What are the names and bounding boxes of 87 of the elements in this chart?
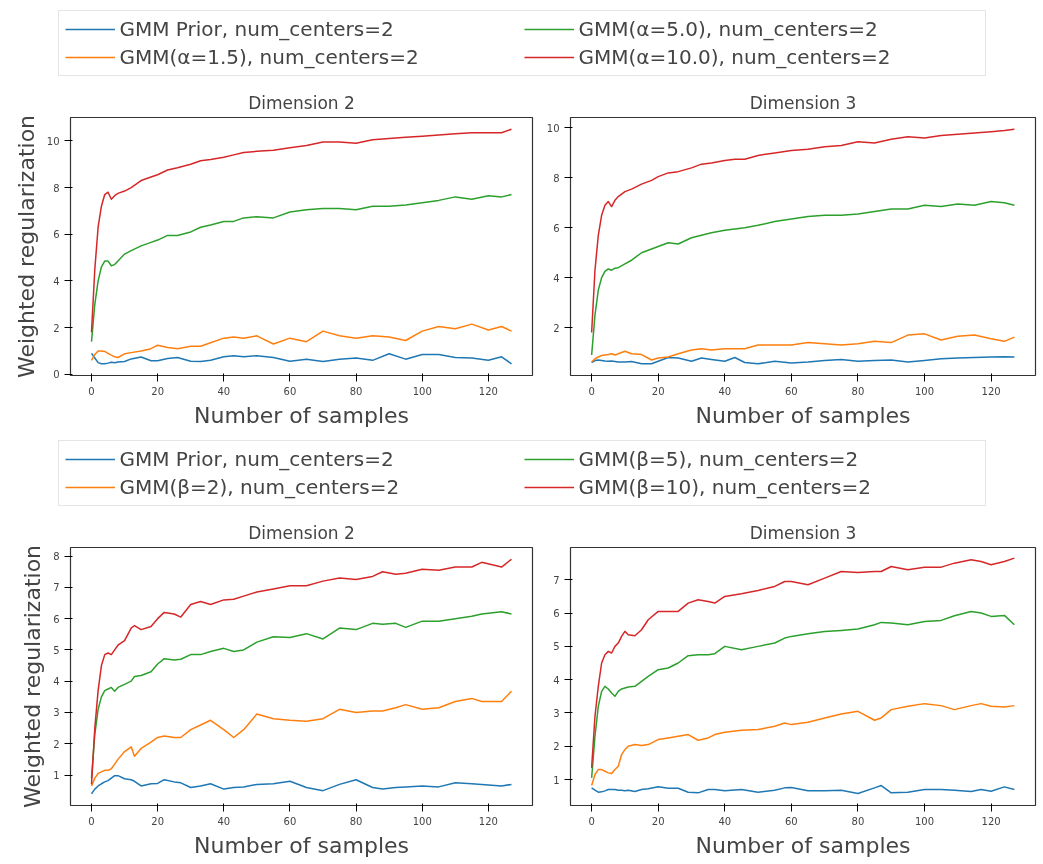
- x-tick-label: 0: [588, 815, 595, 827]
- line-series: [590, 128, 1016, 334]
- y-tick-label: 4: [553, 272, 560, 284]
- x-tick-label: 0: [88, 815, 95, 827]
- y-tick-label: 2: [53, 322, 60, 334]
- y-tick-label: 6: [553, 608, 560, 620]
- y-tick-label: 6: [53, 613, 60, 625]
- y-tick-label: 4: [53, 275, 60, 287]
- legend-label: GMM(β=10), num_centers=2: [578, 474, 872, 499]
- y-tick-label: 8: [53, 551, 60, 563]
- y-tick-label: 5: [53, 644, 60, 656]
- x-tick-label: 60: [784, 815, 798, 827]
- y-tick-label: 6: [53, 229, 60, 241]
- x-tick-label: 80: [349, 815, 363, 827]
- y-tick-label: 3: [553, 707, 560, 719]
- x-axis-title: Number of samples: [695, 832, 911, 858]
- x-tick-label: 120: [981, 385, 1001, 397]
- y-tick-label: 0: [53, 369, 60, 381]
- x-tick-label: 120: [981, 815, 1001, 827]
- x-tick-label: 60: [283, 385, 297, 397]
- line-series: [90, 690, 513, 787]
- legend-label: GMM(α=10.0), num_centers=2: [578, 44, 892, 69]
- line-series: [90, 323, 513, 362]
- y-tick-label: 7: [553, 574, 560, 586]
- line-series: [590, 610, 1016, 779]
- legend-label: GMM(β=2), num_centers=2: [119, 474, 401, 499]
- x-tick-label: 0: [88, 385, 95, 397]
- x-tick-label: 60: [283, 815, 297, 827]
- x-tick-label: 40: [718, 385, 732, 397]
- legend-label: GMM(β=5), num_centers=2: [578, 446, 860, 471]
- x-tick-label: 40: [217, 815, 231, 827]
- y-tick-label: 5: [553, 641, 560, 653]
- x-tick-label: 40: [217, 385, 231, 397]
- x-axis-title: Number of samples: [193, 832, 410, 858]
- x-tick-label: 100: [412, 385, 432, 397]
- line-series: [590, 784, 1016, 795]
- chart-title: Dimension 2: [248, 522, 355, 543]
- y-tick-label: 1: [553, 774, 560, 786]
- x-tick-label: 80: [851, 815, 865, 827]
- chart-title: Dimension 3: [749, 92, 857, 113]
- y-tick-label: 4: [553, 674, 560, 686]
- line-series: [90, 774, 513, 795]
- y-tick-label: 8: [553, 172, 560, 184]
- legend-label: GMM Prior, num_centers=2: [119, 446, 395, 471]
- x-axis-title: Number of samples: [695, 402, 911, 428]
- line-series: [90, 193, 513, 343]
- y-tick-label: 8: [53, 182, 60, 194]
- line-series: [590, 356, 1016, 365]
- line-series: [590, 333, 1016, 363]
- x-tick-label: 100: [914, 815, 935, 827]
- line-series: [90, 352, 513, 365]
- legend-label: GMM Prior, num_centers=2: [119, 16, 395, 41]
- x-tick-label: 120: [478, 385, 498, 397]
- line-series: [90, 558, 513, 786]
- x-tick-label: 80: [851, 385, 865, 397]
- x-axis-title: Number of samples: [193, 402, 410, 428]
- x-tick-label: 100: [412, 815, 432, 827]
- x-tick-label: 20: [151, 385, 165, 397]
- x-tick-label: 60: [784, 385, 798, 397]
- x-tick-label: 80: [349, 385, 363, 397]
- x-tick-label: 20: [651, 815, 665, 827]
- y-axis-title: Weighted regularization: [20, 544, 46, 809]
- x-tick-label: 20: [151, 815, 165, 827]
- legend-label: GMM(α=1.5), num_centers=2: [119, 44, 420, 69]
- y-tick-label: 7: [53, 582, 60, 594]
- x-tick-label: 20: [651, 385, 665, 397]
- chart-title: Dimension 3: [749, 522, 857, 543]
- y-tick-label: 4: [53, 676, 60, 688]
- x-tick-label: 100: [914, 385, 935, 397]
- x-tick-label: 0: [588, 385, 595, 397]
- y-tick-label: 2: [53, 738, 60, 750]
- y-axis-title: Weighted regularization: [13, 114, 39, 379]
- chart-title: Dimension 2: [248, 92, 355, 113]
- y-tick-label: 10: [46, 135, 60, 147]
- line-series: [590, 557, 1016, 769]
- x-tick-label: 40: [718, 815, 732, 827]
- y-tick-label: 2: [553, 322, 560, 334]
- x-tick-label: 120: [478, 815, 498, 827]
- line-series: [590, 702, 1016, 787]
- y-tick-label: 6: [553, 222, 560, 234]
- legend-label: GMM(α=5.0), num_centers=2: [578, 16, 879, 41]
- y-tick-label: 1: [53, 770, 60, 782]
- line-series: [590, 200, 1016, 356]
- y-tick-label: 10: [546, 122, 560, 134]
- line-series: [90, 128, 513, 334]
- y-tick-label: 2: [553, 741, 560, 753]
- y-tick-label: 3: [53, 707, 60, 719]
